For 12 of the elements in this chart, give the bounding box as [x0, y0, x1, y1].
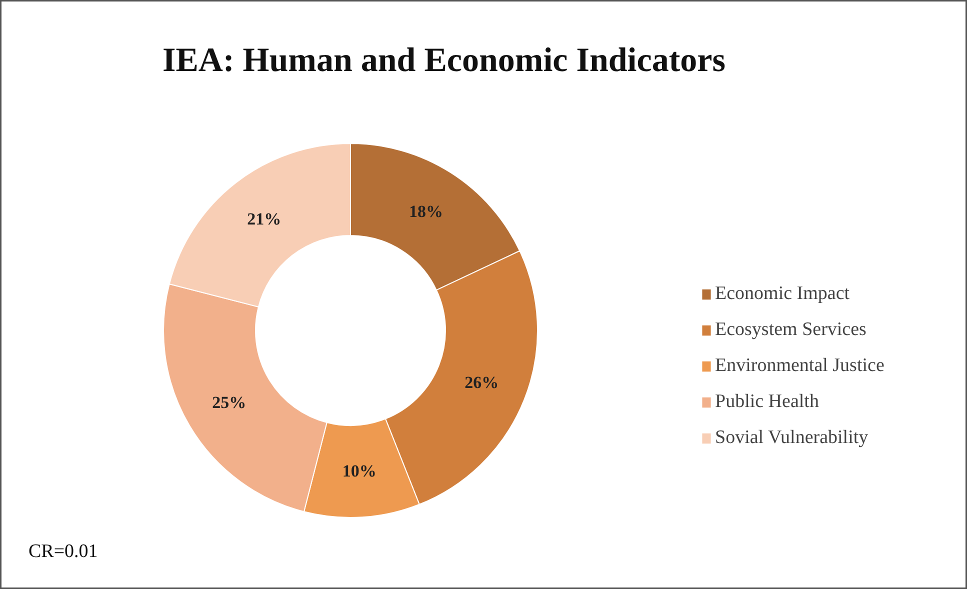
data-label: 10% [342, 462, 376, 481]
data-label: 21% [247, 210, 282, 229]
chart-title: IEA: Human and Economic Indicators [162, 42, 726, 79]
data-label: 25% [212, 392, 246, 412]
legend-label: Sovial Vulnerability [715, 427, 868, 449]
data-label: 18% [409, 202, 444, 221]
legend-label: Economic Impact [715, 283, 850, 305]
data-label: 26% [464, 372, 499, 392]
legend-label: Environmental Justice [715, 355, 884, 377]
text: CR=0.01 [28, 541, 98, 562]
legend-label: Public Health [715, 391, 819, 413]
legend-label: Ecosystem Services [715, 319, 866, 341]
